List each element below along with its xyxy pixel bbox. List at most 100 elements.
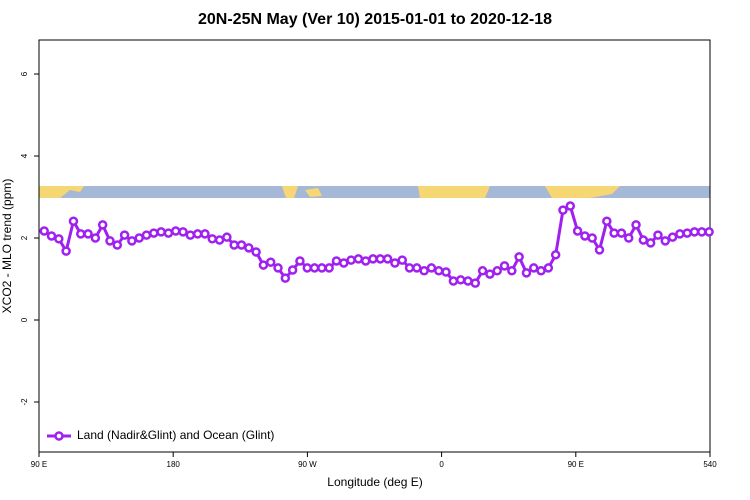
data-point	[317, 263, 327, 273]
data-point	[105, 236, 115, 246]
data-point	[704, 227, 714, 237]
y-axis-label: XCO2 - MLO trend (ppm)	[0, 179, 14, 314]
data-point	[558, 205, 568, 215]
data-point	[448, 276, 459, 286]
data-point	[83, 229, 93, 239]
data-point	[602, 216, 612, 226]
data-point	[170, 226, 181, 236]
data-point	[689, 227, 700, 237]
data-point	[141, 230, 152, 240]
data-point	[149, 228, 159, 238]
data-point	[514, 252, 524, 262]
data-point	[339, 258, 349, 268]
data-point	[368, 254, 378, 264]
data-point	[594, 245, 605, 255]
data-point	[397, 255, 407, 265]
data-point	[251, 247, 261, 257]
data-point	[185, 230, 196, 240]
data-point	[280, 273, 291, 283]
data-point	[565, 201, 576, 211]
y-tick-label: 0	[20, 317, 29, 322]
x-tick-label: 0	[439, 460, 444, 469]
data-point	[434, 266, 444, 276]
data-point	[375, 254, 386, 264]
y-tick-label: 2	[20, 235, 29, 240]
data-point	[295, 256, 305, 266]
data-point	[236, 240, 247, 250]
data-point	[507, 266, 517, 276]
data-point	[273, 263, 283, 273]
data-point	[536, 266, 546, 276]
data-point	[645, 238, 656, 248]
x-tick-label: 90 E	[31, 460, 47, 469]
data-point	[441, 267, 451, 277]
data-point	[163, 228, 174, 238]
data-point	[156, 227, 166, 237]
data-point	[572, 226, 583, 236]
data-point	[492, 266, 502, 276]
data-point	[616, 228, 627, 238]
data-point	[521, 268, 532, 278]
chart-title: 20N-25N May (Ver 10) 2015-01-01 to 2020-…	[198, 11, 552, 28]
data-point	[499, 261, 510, 271]
plot-frame	[38, 39, 711, 453]
data-point	[178, 227, 188, 237]
data-point	[192, 229, 203, 239]
data-point	[244, 243, 254, 253]
data-point	[412, 263, 422, 273]
data-point	[119, 230, 130, 240]
data-point	[302, 263, 313, 273]
data-point	[214, 235, 225, 245]
map-strip	[39, 186, 710, 198]
legend-label: Land (Nadir&Glint) and Ocean (Glint)	[77, 428, 274, 442]
data-point	[97, 220, 108, 230]
data-point	[390, 258, 400, 268]
data-point	[477, 266, 488, 276]
data-point	[61, 246, 71, 256]
data-point	[638, 235, 649, 245]
data-point	[90, 233, 101, 243]
data-point	[660, 236, 671, 246]
data-point	[360, 256, 371, 266]
data-point	[309, 263, 320, 273]
data-point	[485, 269, 495, 279]
data-point	[134, 233, 144, 243]
y-tick-label: 4	[20, 153, 29, 158]
data-point	[39, 226, 49, 236]
x-tick-label: 90 W	[298, 460, 317, 469]
data-point	[222, 232, 232, 242]
data-point	[258, 260, 269, 270]
data-point	[324, 263, 334, 273]
data-point	[419, 266, 429, 276]
data-point	[200, 229, 210, 239]
y-tick-label: -2	[20, 398, 29, 406]
data-point	[287, 265, 298, 275]
data-point	[68, 216, 79, 226]
data-point	[127, 236, 137, 246]
data-point	[697, 227, 707, 237]
data-point	[382, 254, 393, 264]
data-point	[529, 263, 539, 273]
data-point	[346, 255, 356, 265]
data-point	[667, 232, 678, 242]
data-point	[653, 230, 663, 240]
x-tick-label: 540	[703, 460, 717, 469]
data-point	[426, 263, 437, 273]
data-point	[550, 250, 561, 260]
data-point	[609, 228, 619, 238]
data-point	[404, 263, 415, 273]
data-point	[580, 231, 590, 241]
data-point	[353, 254, 364, 264]
data-point	[631, 220, 641, 230]
data-point	[207, 234, 218, 244]
data-point	[587, 233, 597, 243]
data-point	[623, 233, 634, 243]
data-point	[265, 257, 276, 267]
data-point	[46, 231, 57, 241]
y-tick-label: 6	[20, 71, 29, 76]
data-point	[463, 276, 473, 286]
x-axis-label: Longitude (deg E)	[327, 475, 422, 489]
data-point	[455, 275, 466, 285]
x-tick-label: 180	[167, 460, 181, 469]
